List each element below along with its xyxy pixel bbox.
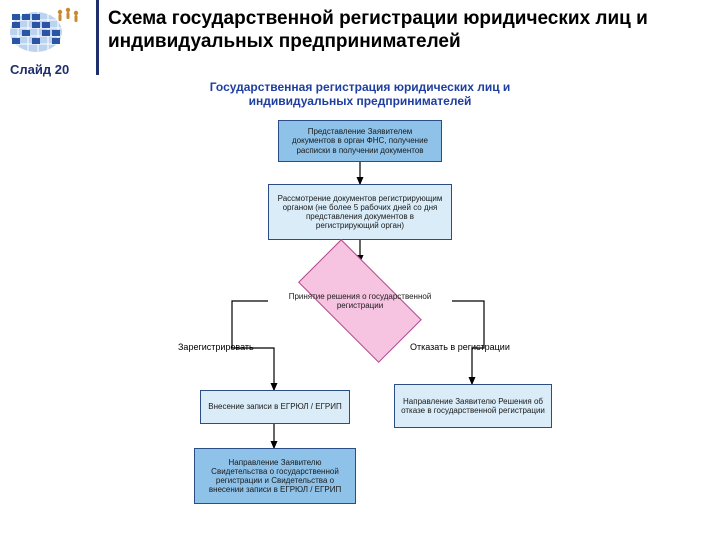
flowchart-canvas: Представление Заявителем документов в ор… [0,0,720,540]
flowchart-edge-label: Зарегистрировать [178,342,254,352]
flowchart-node-n4: Внесение записи в ЕГРЮЛ / ЕГРИП [200,390,350,424]
flowchart-node-n6: Направление Заявителю Свидетельства о го… [194,448,356,504]
flowchart-node-n5: Направление Заявителю Решения об отказе … [394,384,552,428]
flowchart-node-n2: Рассмотрение документов регистрирующим о… [268,184,452,240]
slide: Схема государственной регистрации юридич… [0,0,720,540]
flowchart-node-n1: Представление Заявителем документов в ор… [278,120,442,162]
flowchart-edge-label: Отказать в регистрации [410,342,510,352]
flowchart-decision-n3: Принятие решения о государственной регис… [268,262,452,340]
flowchart-node-label: Принятие решения о государственной регис… [268,262,452,340]
